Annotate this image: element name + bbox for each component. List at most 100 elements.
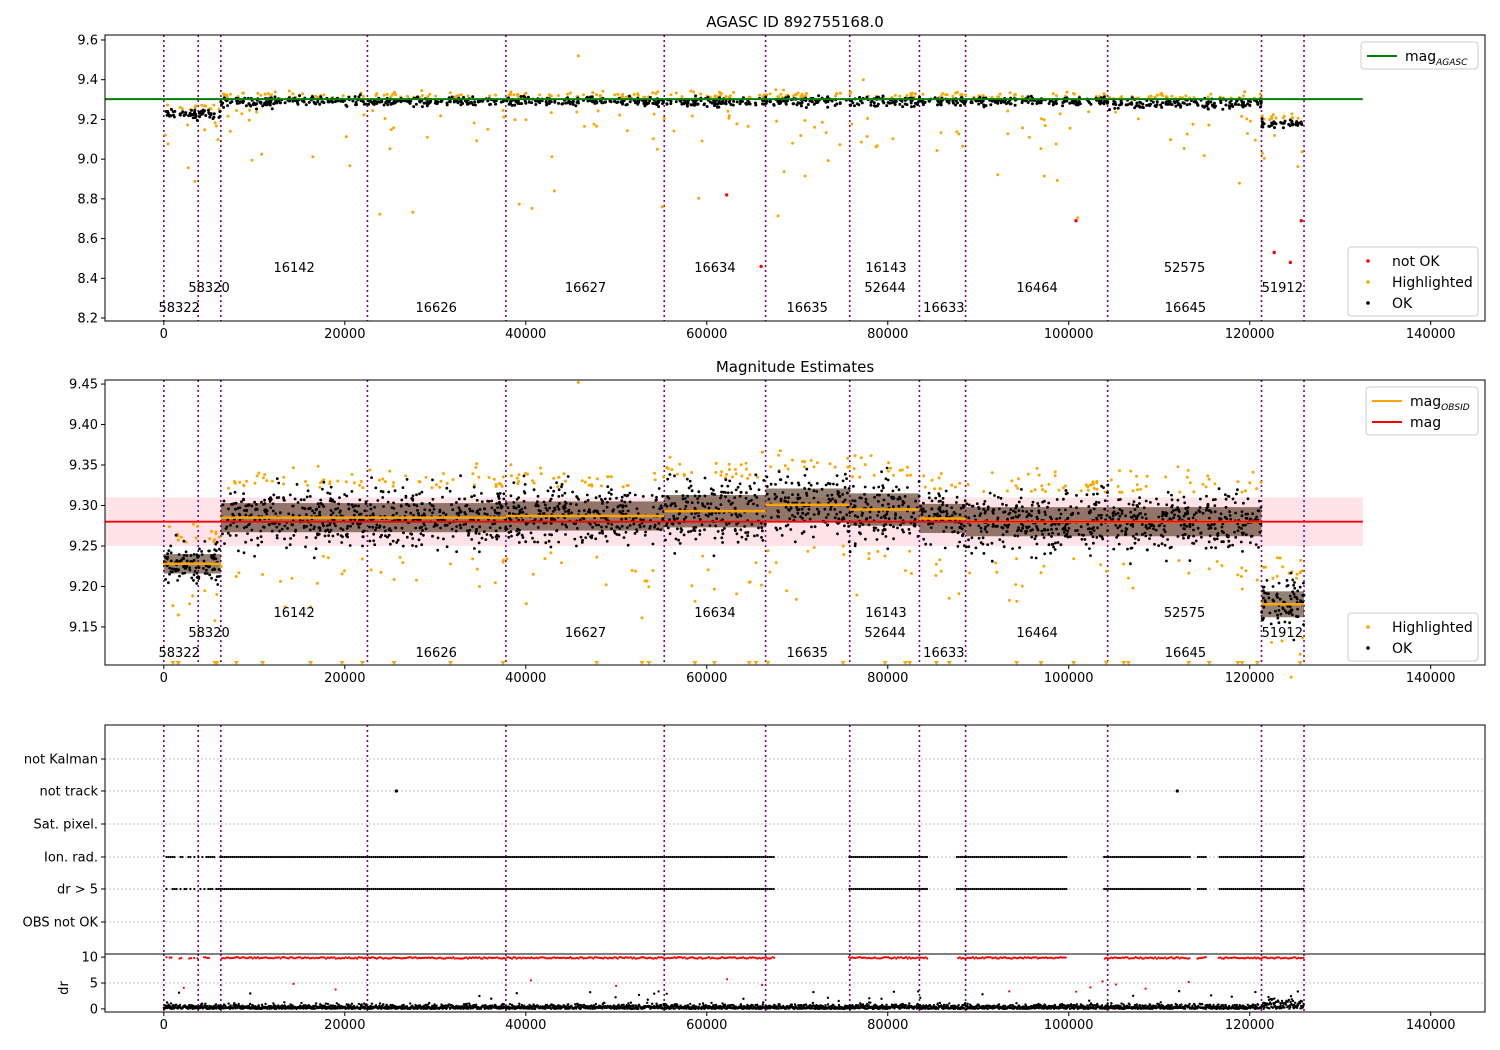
data-point xyxy=(542,512,546,515)
data-point xyxy=(1001,533,1005,537)
data-point xyxy=(1057,522,1061,526)
data-point xyxy=(200,112,204,116)
data-point xyxy=(765,99,769,103)
off-scale-marker xyxy=(907,661,913,665)
data-point xyxy=(962,524,966,528)
data-point xyxy=(609,475,613,479)
data-point xyxy=(985,855,988,859)
data-point xyxy=(169,544,173,548)
data-point xyxy=(212,115,216,119)
data-point xyxy=(1172,855,1175,859)
data-point xyxy=(537,855,540,859)
data-point xyxy=(823,507,827,511)
data-point xyxy=(669,102,673,106)
data-point xyxy=(983,500,987,503)
data-point xyxy=(920,513,924,516)
data-point xyxy=(478,585,481,588)
data-point xyxy=(193,112,197,116)
data-point xyxy=(1185,132,1189,136)
data-point xyxy=(713,101,717,105)
data-point xyxy=(275,525,279,529)
data-point xyxy=(1126,576,1130,580)
data-point xyxy=(1021,126,1024,130)
data-point xyxy=(465,503,469,507)
data-point xyxy=(1029,514,1033,518)
data-point xyxy=(166,110,170,113)
data-point xyxy=(765,485,769,488)
data-point xyxy=(256,543,260,547)
data-point xyxy=(583,124,586,128)
data-point xyxy=(436,100,440,104)
data-point xyxy=(564,523,567,527)
data-point xyxy=(708,512,711,516)
data-point xyxy=(851,475,855,479)
data-point xyxy=(1170,94,1174,98)
data-point xyxy=(969,855,972,859)
data-point xyxy=(238,480,242,484)
data-point xyxy=(761,539,765,542)
data-point xyxy=(352,513,356,517)
data-point xyxy=(1025,530,1029,533)
data-point xyxy=(294,855,297,859)
data-point xyxy=(405,478,409,481)
y-tick-label: 9.15 xyxy=(69,620,98,635)
data-point xyxy=(826,513,830,516)
data-point xyxy=(1064,489,1068,492)
data-point xyxy=(522,490,526,493)
data-point xyxy=(812,513,816,516)
data-point xyxy=(539,472,543,476)
data-point xyxy=(783,496,787,499)
data-point xyxy=(249,855,252,859)
data-point xyxy=(1029,855,1032,859)
data-point xyxy=(368,855,371,859)
data-point xyxy=(894,855,897,859)
data-point xyxy=(313,525,316,529)
data-point xyxy=(1043,552,1047,556)
data-point xyxy=(1075,494,1078,497)
data-point xyxy=(326,491,330,495)
data-point xyxy=(671,855,674,859)
data-point xyxy=(1181,101,1185,105)
data-point xyxy=(788,517,792,520)
data-point xyxy=(1176,535,1180,538)
data-point xyxy=(1172,516,1176,519)
data-point xyxy=(290,523,293,526)
data-point xyxy=(364,102,368,106)
data-point xyxy=(1277,621,1281,625)
data-point xyxy=(886,478,890,482)
data-point xyxy=(1099,516,1103,520)
data-point xyxy=(377,100,380,104)
data-point xyxy=(685,104,689,108)
y-tick-label: 9.2 xyxy=(77,113,98,128)
data-point xyxy=(810,525,813,529)
data-point xyxy=(240,100,244,104)
data-point xyxy=(379,570,383,574)
data-point xyxy=(867,523,871,527)
data-point xyxy=(726,484,730,488)
data-point xyxy=(1034,534,1038,538)
data-point xyxy=(690,103,693,107)
data-point xyxy=(726,491,730,495)
data-point xyxy=(298,855,301,859)
data-point xyxy=(269,496,272,500)
data-point xyxy=(858,525,861,528)
data-point xyxy=(605,855,608,859)
obsid-label: 16143 xyxy=(865,606,906,621)
data-point xyxy=(185,887,188,891)
data-point xyxy=(1052,545,1055,549)
data-point xyxy=(740,535,744,539)
data-point xyxy=(1278,597,1282,601)
data-point xyxy=(1295,572,1299,576)
data-point xyxy=(499,100,503,104)
data-point xyxy=(208,115,212,119)
data-point xyxy=(489,533,493,537)
data-point xyxy=(858,95,862,99)
data-point xyxy=(1019,496,1023,500)
data-point xyxy=(905,465,909,469)
data-point xyxy=(234,534,238,537)
data-point xyxy=(166,103,170,107)
data-point xyxy=(648,526,652,530)
data-point xyxy=(321,487,324,491)
data-point xyxy=(1200,855,1203,859)
highlighted-points xyxy=(168,380,1305,679)
